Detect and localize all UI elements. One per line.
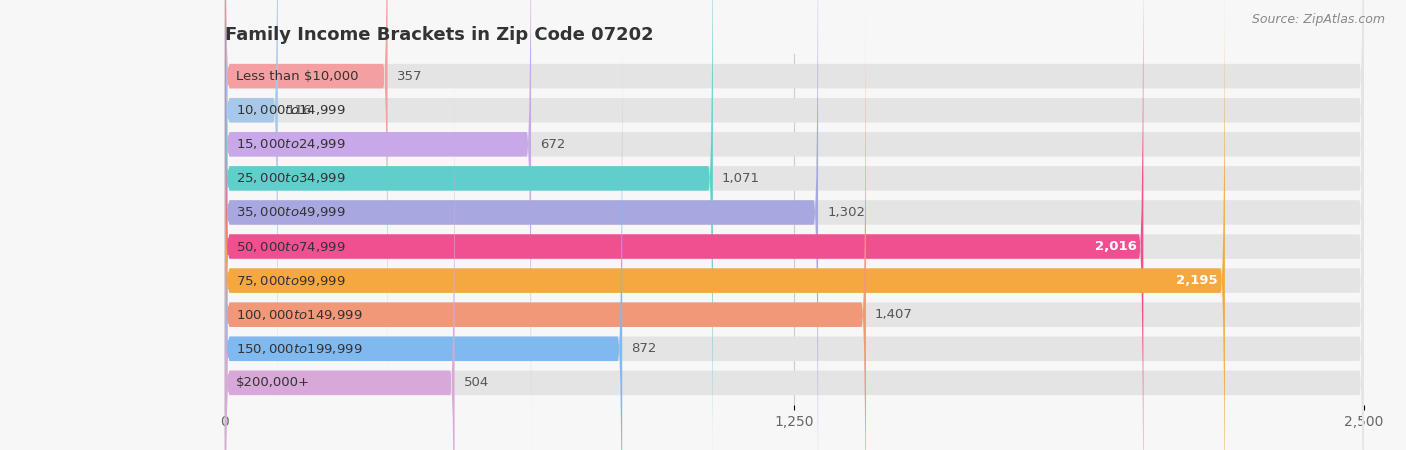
Text: $75,000 to $99,999: $75,000 to $99,999 bbox=[236, 274, 346, 288]
FancyBboxPatch shape bbox=[225, 0, 1364, 450]
FancyBboxPatch shape bbox=[225, 54, 454, 450]
Text: $100,000 to $149,999: $100,000 to $149,999 bbox=[236, 308, 363, 322]
FancyBboxPatch shape bbox=[225, 0, 866, 450]
FancyBboxPatch shape bbox=[225, 0, 713, 450]
FancyBboxPatch shape bbox=[225, 0, 1364, 450]
Text: 672: 672 bbox=[540, 138, 565, 151]
FancyBboxPatch shape bbox=[225, 0, 1364, 405]
FancyBboxPatch shape bbox=[225, 0, 1364, 439]
Text: $150,000 to $199,999: $150,000 to $199,999 bbox=[236, 342, 363, 356]
Text: 116: 116 bbox=[287, 104, 312, 117]
FancyBboxPatch shape bbox=[225, 0, 388, 405]
FancyBboxPatch shape bbox=[225, 0, 278, 439]
Text: 1,302: 1,302 bbox=[827, 206, 865, 219]
Text: $15,000 to $24,999: $15,000 to $24,999 bbox=[236, 137, 346, 151]
Text: $25,000 to $34,999: $25,000 to $34,999 bbox=[236, 171, 346, 185]
Text: $10,000 to $14,999: $10,000 to $14,999 bbox=[236, 103, 346, 117]
Text: 1,071: 1,071 bbox=[721, 172, 761, 185]
Text: 357: 357 bbox=[396, 70, 422, 83]
Text: 2,195: 2,195 bbox=[1177, 274, 1218, 287]
FancyBboxPatch shape bbox=[225, 0, 1364, 450]
Text: $50,000 to $74,999: $50,000 to $74,999 bbox=[236, 239, 346, 253]
FancyBboxPatch shape bbox=[225, 0, 1364, 450]
FancyBboxPatch shape bbox=[225, 0, 1143, 450]
Text: 504: 504 bbox=[464, 376, 489, 389]
Text: 2,016: 2,016 bbox=[1095, 240, 1136, 253]
FancyBboxPatch shape bbox=[225, 54, 1364, 450]
FancyBboxPatch shape bbox=[225, 0, 1225, 450]
FancyBboxPatch shape bbox=[225, 0, 818, 450]
Text: $200,000+: $200,000+ bbox=[236, 376, 311, 389]
Text: 872: 872 bbox=[631, 342, 657, 355]
FancyBboxPatch shape bbox=[225, 0, 1364, 450]
FancyBboxPatch shape bbox=[225, 20, 1364, 450]
Text: Less than $10,000: Less than $10,000 bbox=[236, 70, 359, 83]
Text: 1,407: 1,407 bbox=[875, 308, 912, 321]
Text: $35,000 to $49,999: $35,000 to $49,999 bbox=[236, 206, 346, 220]
FancyBboxPatch shape bbox=[225, 0, 1364, 450]
Text: Source: ZipAtlas.com: Source: ZipAtlas.com bbox=[1251, 14, 1385, 27]
FancyBboxPatch shape bbox=[225, 20, 623, 450]
Text: Family Income Brackets in Zip Code 07202: Family Income Brackets in Zip Code 07202 bbox=[225, 26, 654, 44]
FancyBboxPatch shape bbox=[225, 0, 531, 450]
